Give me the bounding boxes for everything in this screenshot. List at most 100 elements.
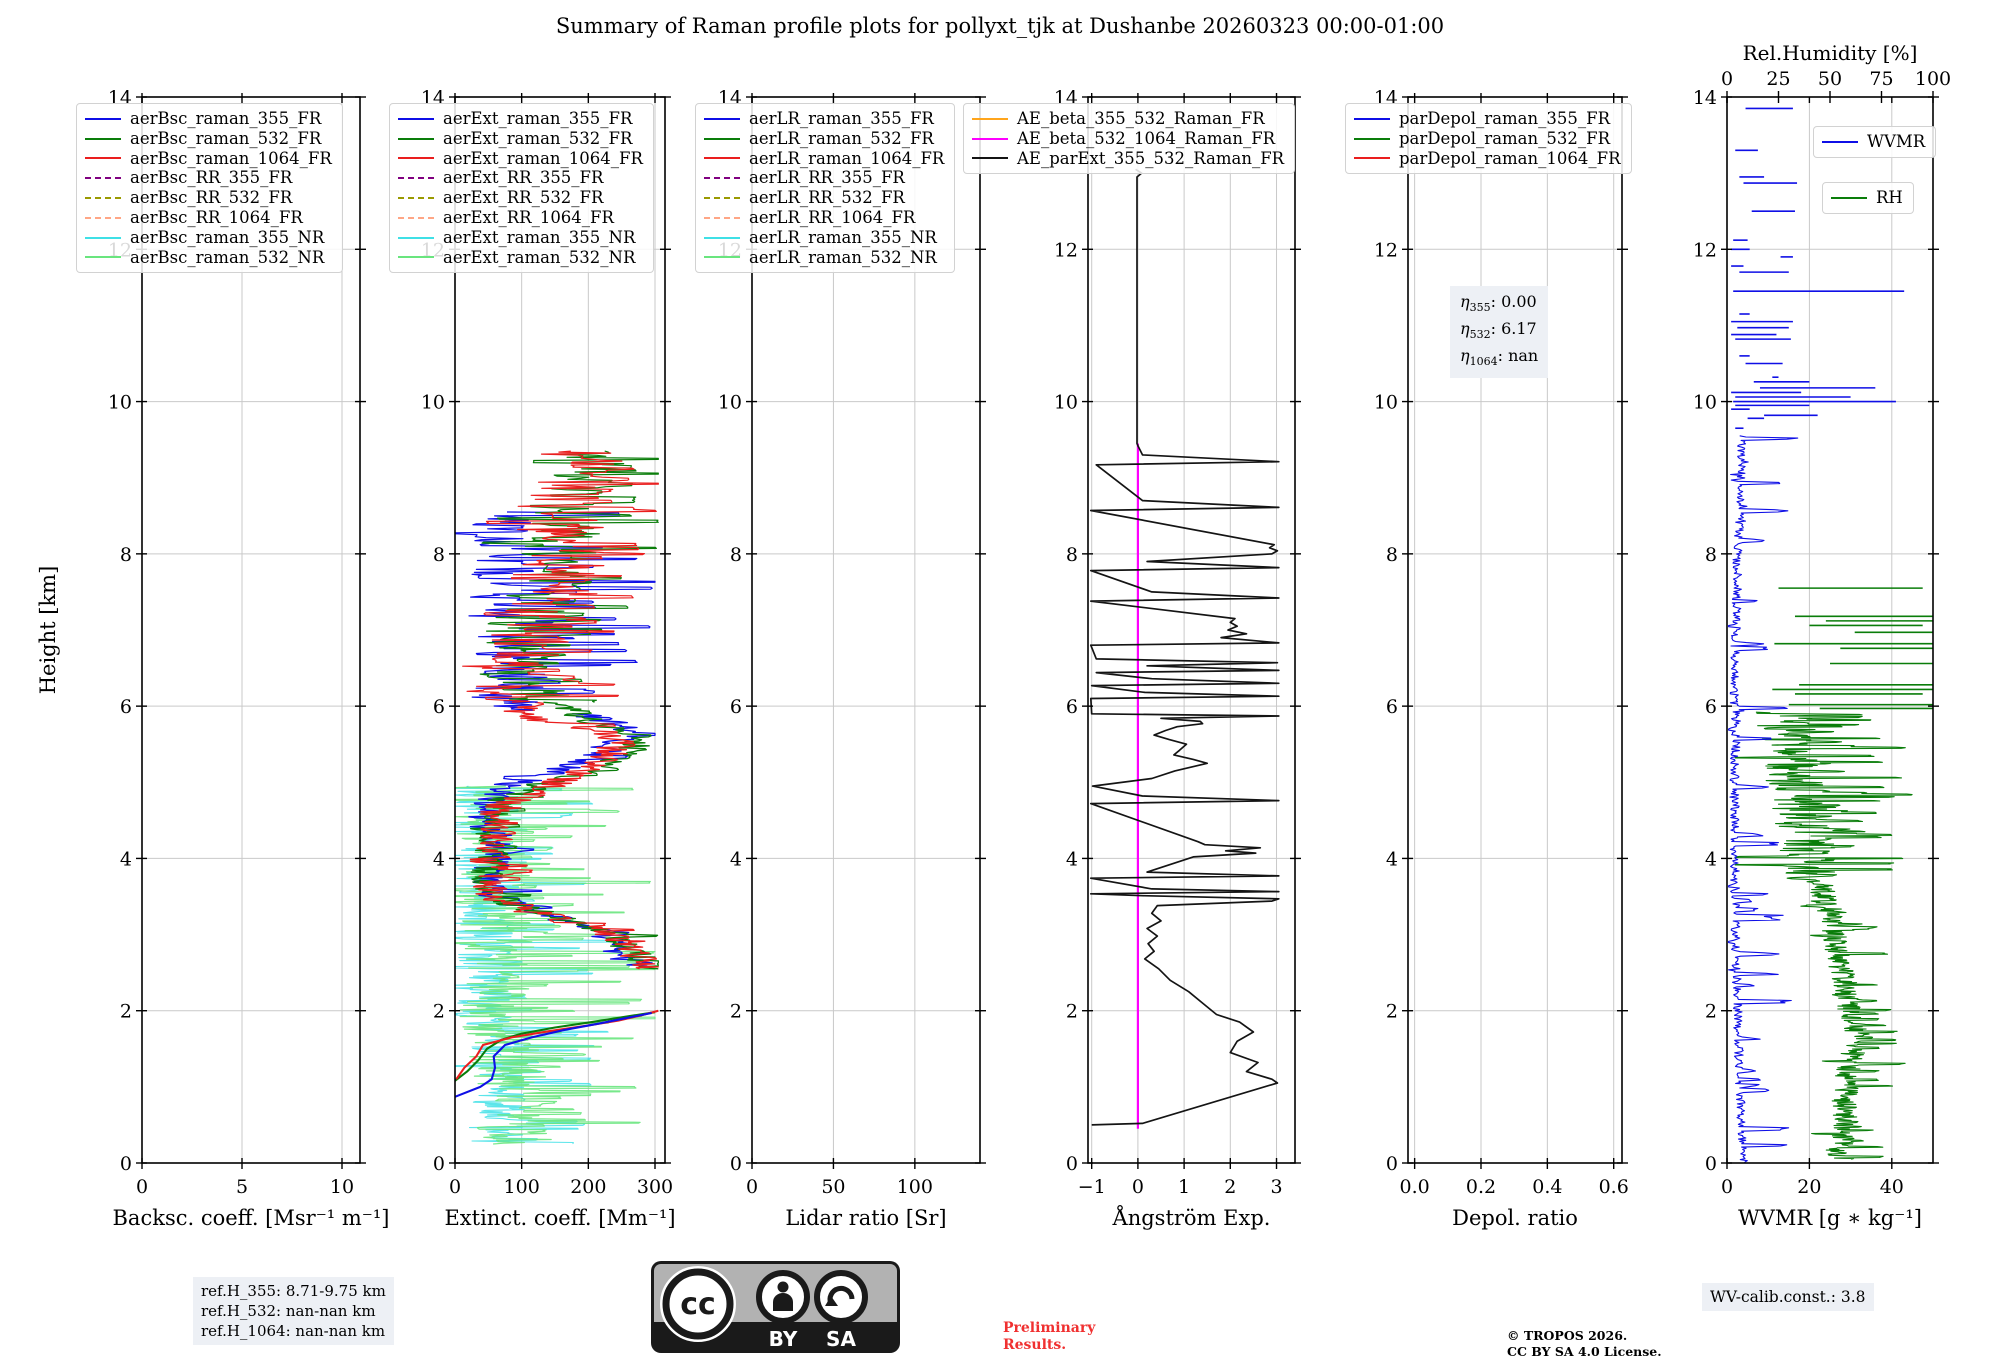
legend-item: aerExt_raman_1064_FR: [398, 149, 643, 169]
legend-item-label: aerBsc_raman_1064_FR: [130, 148, 332, 168]
panel-backsc: 051002468101214Backsc. coeff. [Msr⁻¹ m⁻¹…: [108, 87, 390, 1230]
svg-text:14: 14: [1693, 87, 1717, 109]
wv-calib-note: WV-calib.const.: 3.8: [1702, 1283, 1874, 1311]
svg-text:2: 2: [1224, 1176, 1236, 1198]
svg-text:10: 10: [718, 392, 742, 414]
legend-item: aerBsc_RR_1064_FR: [85, 208, 332, 228]
svg-text:0.4: 0.4: [1532, 1176, 1562, 1198]
legend-item: aerBsc_RR_355_FR: [85, 168, 332, 188]
eta-line: η1064: nan: [1460, 346, 1539, 369]
legend-item: aerLR_RR_355_FR: [704, 168, 944, 188]
legend-ext: aerExt_raman_355_FR aerExt_raman_532_FR ae…: [389, 103, 654, 274]
sa-label: SA: [826, 1327, 856, 1351]
legend-line-swatch: [398, 157, 434, 160]
legend-item-label: parDepol_raman_1064_FR: [1399, 148, 1621, 168]
legend-item: aerBsc_raman_355_NR: [85, 228, 332, 248]
legend-line-swatch: [972, 157, 1008, 160]
legend-line-swatch: [1354, 157, 1390, 160]
legend-item-label: aerLR_RR_355_FR: [749, 168, 905, 188]
legend-item-label: aerLR_raman_532_NR: [749, 247, 937, 267]
svg-text:10: 10: [1693, 392, 1717, 414]
legend-line-swatch: [1354, 137, 1390, 140]
legend-line-swatch: [85, 197, 121, 200]
svg-text:10: 10: [1054, 392, 1078, 414]
svg-text:75: 75: [1869, 68, 1893, 90]
figure-title: Summary of Raman profile plots for polly…: [555, 14, 1445, 38]
svg-text:0: 0: [1386, 1153, 1398, 1175]
legend-item-label: aerBsc_raman_532_FR: [130, 128, 322, 148]
svg-text:4: 4: [120, 848, 132, 870]
legend-line-swatch: [85, 236, 121, 239]
legend-line-swatch: [85, 137, 121, 140]
svg-text:0.2: 0.2: [1466, 1176, 1496, 1198]
legend-backsc: aerBsc_raman_355_FR aerBsc_raman_532_FR ae…: [76, 103, 343, 274]
svg-text:0: 0: [433, 1153, 445, 1175]
legend-item: aerBsc_raman_532_FR: [85, 129, 332, 149]
legend-line-swatch: [704, 216, 740, 219]
legend-item: aerLR_RR_1064_FR: [704, 208, 944, 228]
legend-item: aerLR_RR_532_FR: [704, 188, 944, 208]
legend-item: aerExt_RR_1064_FR: [398, 208, 643, 228]
svg-text:8: 8: [1066, 544, 1078, 566]
legend-line-swatch: [704, 157, 740, 160]
legend-line-swatch: [398, 236, 434, 239]
legend-item: aerExt_RR_355_FR: [398, 168, 643, 188]
cc-icon: [662, 1268, 734, 1340]
legend-item: aerBsc_raman_355_FR: [85, 109, 332, 129]
legend-item-label: aerExt_raman_532_FR: [443, 128, 633, 148]
svg-text:10: 10: [1374, 392, 1398, 414]
legend-item: aerExt_raman_355_NR: [398, 228, 643, 248]
legend-line-swatch: [972, 137, 1008, 140]
svg-text:0: 0: [746, 1176, 758, 1198]
legend-item: aerBsc_RR_532_FR: [85, 188, 332, 208]
legend-item: WVMR: [1822, 132, 1925, 152]
legend-line-swatch: [398, 216, 434, 219]
legend-item-label: aerLR_raman_1064_FR: [749, 148, 945, 168]
legend-item-label: aerExt_raman_1064_FR: [443, 148, 643, 168]
legend-item-label: AE_beta_355_532_Raman_FR: [1017, 109, 1265, 128]
svg-text:0: 0: [1721, 1176, 1733, 1198]
svg-text:10: 10: [421, 392, 445, 414]
legend-item-label: aerExt_raman_355_FR: [443, 109, 633, 128]
legend-wvmr: WVMR: [1813, 126, 1937, 158]
xlabel-wvmr: WVMR [g ∗ kg⁻¹]: [1738, 1206, 1922, 1230]
legend-lr: aerLR_raman_355_FR aerLR_raman_532_FR aerL…: [695, 103, 956, 274]
svg-text:50: 50: [1818, 68, 1842, 90]
svg-text:0: 0: [136, 1176, 148, 1198]
legend-item-label: aerBsc_RR_1064_FR: [130, 207, 303, 227]
legend-item: RH: [1831, 188, 1903, 208]
legend-item-label: parDepol_raman_532_FR: [1399, 128, 1611, 148]
legend-item-label: RH: [1876, 188, 1903, 207]
svg-text:300: 300: [637, 1176, 673, 1198]
svg-text:25: 25: [1766, 68, 1790, 90]
legend-item-label: aerExt_RR_532_FR: [443, 188, 604, 208]
svg-text:0: 0: [120, 1153, 132, 1175]
legend-item-label: aerExt_RR_355_FR: [443, 168, 604, 188]
preliminary-note: Preliminary Results.: [1003, 1320, 1096, 1353]
xlabel-ext: Extinct. coeff. [Mm⁻¹]: [444, 1206, 675, 1230]
xlabel-ae: Ångström Exp.: [1112, 1205, 1271, 1230]
svg-text:2: 2: [1705, 1001, 1717, 1023]
legend-item: aerBsc_raman_532_NR: [85, 248, 332, 268]
legend-line-swatch: [398, 117, 434, 120]
legend-item-label: aerExt_raman_355_NR: [443, 227, 636, 247]
legend-item-label: aerExt_raman_532_NR: [443, 247, 636, 267]
svg-text:0: 0: [1705, 1153, 1717, 1175]
svg-text:4: 4: [1705, 848, 1717, 870]
cc-icon-label: cc: [680, 1287, 716, 1322]
sa-arrow-icon: [814, 1270, 868, 1324]
legend-line-swatch: [704, 177, 740, 180]
legend-item: parDepol_raman_532_FR: [1354, 129, 1621, 149]
svg-text:1: 1: [1178, 1176, 1190, 1198]
legend-item: AE_beta_532_1064_Raman_FR: [972, 129, 1284, 149]
svg-text:8: 8: [1386, 544, 1398, 566]
legend-item: aerExt_raman_532_FR: [398, 129, 643, 149]
svg-text:0.0: 0.0: [1400, 1176, 1430, 1198]
svg-text:3: 3: [1270, 1176, 1282, 1198]
legend-item: parDepol_raman_355_FR: [1354, 109, 1621, 129]
legend-item-label: aerBsc_raman_532_NR: [130, 247, 325, 267]
svg-text:40: 40: [1880, 1176, 1904, 1198]
